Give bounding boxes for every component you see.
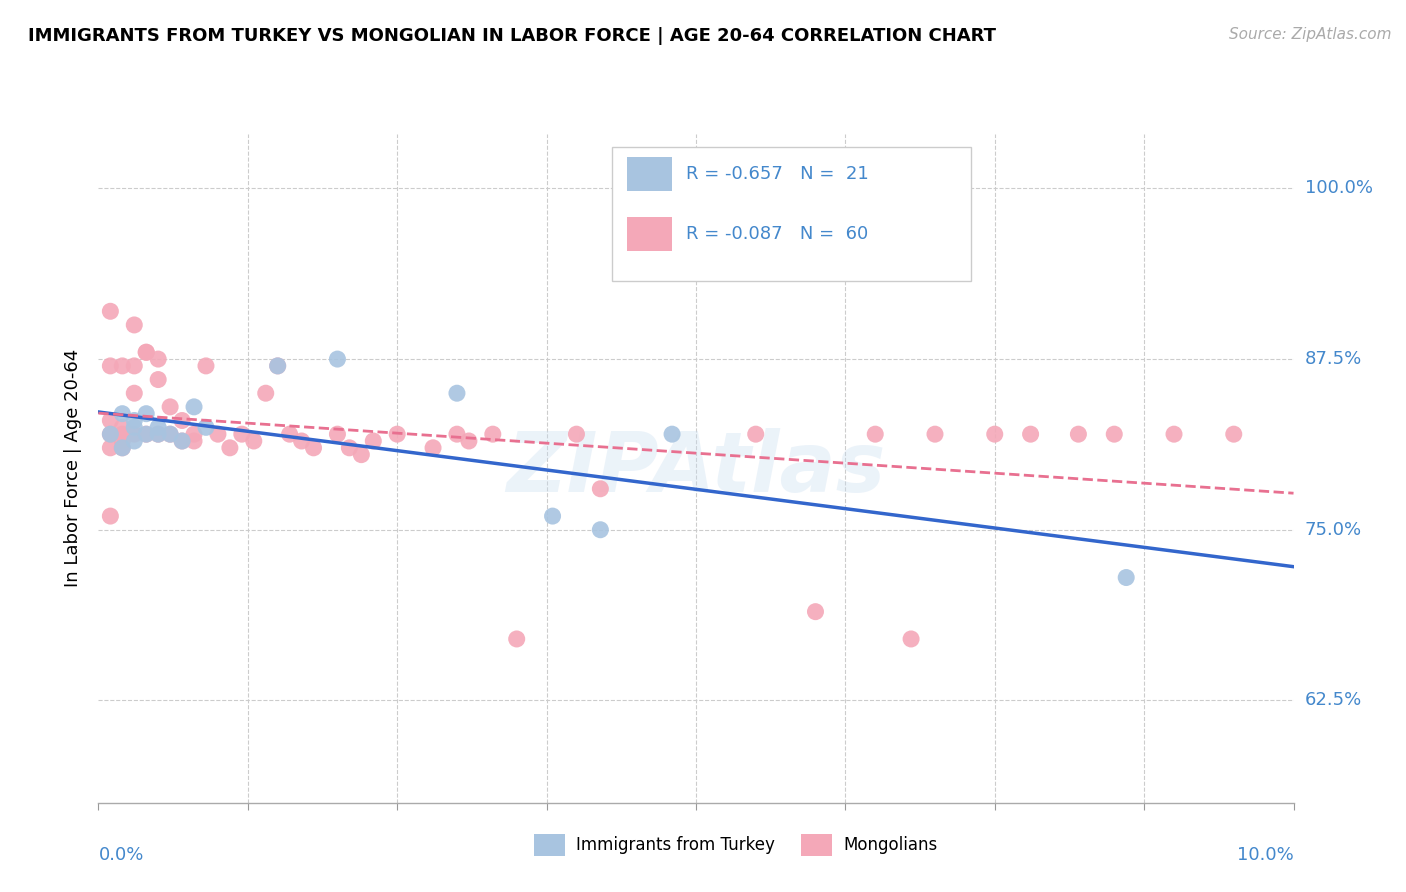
Point: [385, 427, 409, 442]
Point: [900, 632, 922, 646]
Point: [290, 434, 312, 448]
Text: R = -0.087   N =  60: R = -0.087 N = 60: [686, 225, 869, 244]
Point: [254, 386, 277, 401]
Y-axis label: In Labor Force | Age 20-64: In Labor Force | Age 20-64: [65, 349, 83, 588]
Point: [98, 509, 122, 524]
Point: [804, 605, 827, 619]
Point: [124, 420, 146, 434]
Text: 10.0%: 10.0%: [1237, 847, 1294, 864]
Point: [98, 359, 122, 373]
Point: [183, 427, 205, 442]
Point: [745, 427, 768, 442]
FancyBboxPatch shape: [627, 218, 672, 251]
Point: [98, 427, 122, 442]
Text: R = -0.657   N =  21: R = -0.657 N = 21: [686, 165, 869, 183]
Point: [111, 427, 134, 442]
Point: [135, 345, 157, 359]
Point: [983, 427, 1005, 442]
Text: 0.0%: 0.0%: [98, 847, 143, 864]
Point: [135, 407, 157, 421]
Text: 62.5%: 62.5%: [1305, 691, 1362, 709]
Point: [1067, 427, 1090, 442]
Point: [98, 304, 122, 318]
Point: [219, 441, 242, 455]
Text: Mongolians: Mongolians: [844, 836, 938, 855]
Point: [446, 386, 468, 401]
Point: [339, 441, 360, 455]
Point: [278, 427, 301, 442]
Point: [267, 359, 290, 373]
Text: 100.0%: 100.0%: [1305, 179, 1372, 197]
Point: [124, 413, 146, 427]
Point: [183, 400, 205, 414]
Point: [98, 441, 122, 455]
Point: [1163, 427, 1185, 442]
Point: [111, 407, 134, 421]
Point: [135, 345, 157, 359]
Point: [159, 427, 181, 442]
Point: [589, 523, 612, 537]
Point: [124, 359, 146, 373]
Point: [446, 427, 468, 442]
Point: [111, 359, 134, 373]
Text: ZIPAtlas: ZIPAtlas: [506, 428, 886, 508]
Point: [148, 427, 170, 442]
Text: IMMIGRANTS FROM TURKEY VS MONGOLIAN IN LABOR FORCE | AGE 20-64 CORRELATION CHART: IMMIGRANTS FROM TURKEY VS MONGOLIAN IN L…: [28, 27, 995, 45]
Point: [589, 482, 612, 496]
Text: Immigrants from Turkey: Immigrants from Turkey: [576, 836, 775, 855]
Point: [924, 427, 946, 442]
Point: [243, 434, 266, 448]
Point: [1223, 427, 1246, 442]
Point: [98, 413, 122, 427]
Point: [98, 427, 122, 442]
Point: [565, 427, 588, 442]
Text: 87.5%: 87.5%: [1305, 350, 1362, 368]
Point: [350, 448, 373, 462]
Point: [148, 373, 170, 387]
Point: [124, 386, 146, 401]
Point: [124, 318, 146, 332]
Point: [326, 427, 349, 442]
Point: [194, 359, 218, 373]
Text: 75.0%: 75.0%: [1305, 521, 1362, 539]
Point: [172, 413, 194, 427]
Point: [207, 427, 229, 442]
Point: [111, 434, 134, 448]
Point: [111, 420, 134, 434]
Point: [124, 434, 146, 448]
Point: [506, 632, 529, 646]
Point: [135, 427, 157, 442]
Point: [159, 400, 181, 414]
Point: [172, 434, 194, 448]
Point: [183, 434, 205, 448]
Point: [1019, 427, 1042, 442]
Point: [159, 427, 181, 442]
Point: [111, 441, 134, 455]
Point: [458, 434, 481, 448]
Point: [124, 427, 146, 442]
Point: [148, 352, 170, 367]
Point: [302, 441, 325, 455]
Point: [422, 441, 444, 455]
Point: [135, 427, 157, 442]
FancyBboxPatch shape: [612, 147, 970, 281]
Point: [172, 434, 194, 448]
Point: [541, 509, 564, 524]
Point: [111, 441, 134, 455]
Text: Source: ZipAtlas.com: Source: ZipAtlas.com: [1229, 27, 1392, 42]
Point: [148, 427, 170, 442]
Point: [148, 420, 170, 434]
Point: [1104, 427, 1126, 442]
Point: [865, 427, 887, 442]
Point: [1115, 570, 1137, 584]
Point: [363, 434, 385, 448]
Point: [661, 427, 683, 442]
Point: [194, 420, 218, 434]
Point: [326, 352, 349, 367]
Point: [267, 359, 290, 373]
Point: [231, 427, 253, 442]
Point: [481, 427, 505, 442]
FancyBboxPatch shape: [627, 157, 672, 191]
